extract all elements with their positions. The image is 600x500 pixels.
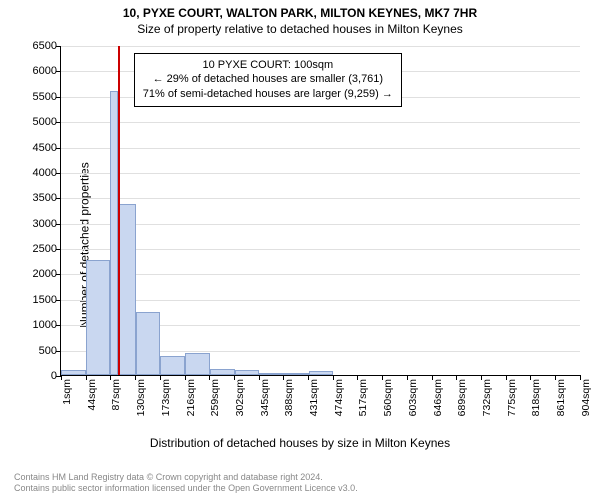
y-tick-label: 5000 — [33, 116, 57, 128]
y-tick-label: 5500 — [33, 91, 57, 103]
gridline — [61, 300, 580, 301]
x-tick-label: 474sqm — [333, 379, 345, 416]
annotation-line-1: 10 PYXE COURT: 100sqm — [143, 58, 393, 73]
gridline — [61, 249, 580, 250]
gridline — [61, 198, 580, 199]
x-tick-label: 345sqm — [259, 379, 271, 416]
x-tick-label: 259sqm — [209, 379, 221, 416]
plot-area: 0500100015002000250030003500400045005000… — [60, 46, 580, 376]
attribution-text: Contains HM Land Registry data © Crown c… — [14, 472, 358, 495]
histogram-bar — [284, 373, 309, 375]
x-tick-label: 775sqm — [506, 379, 518, 416]
x-tick-label: 646sqm — [432, 379, 444, 416]
y-tick-label: 4000 — [33, 167, 57, 179]
y-tick-label: 2500 — [33, 243, 57, 255]
y-tick-label: 6500 — [33, 40, 57, 52]
y-tick-label: 3500 — [33, 192, 57, 204]
histogram-bar — [86, 260, 111, 375]
histogram-bar — [210, 369, 235, 375]
x-tick-label: 87sqm — [110, 379, 122, 411]
gridline — [61, 274, 580, 275]
histogram-bar — [259, 373, 284, 375]
attribution-line-2: Contains public sector information licen… — [14, 483, 358, 494]
annotation-box: 10 PYXE COURT: 100sqm ← 29% of detached … — [134, 53, 402, 108]
x-tick-label: 732sqm — [481, 379, 493, 416]
x-tick-label: 216sqm — [185, 379, 197, 416]
x-tick-label: 130sqm — [135, 379, 147, 416]
x-axis-label: Distribution of detached houses by size … — [0, 436, 600, 450]
x-tick-label: 173sqm — [160, 379, 172, 416]
histogram-bar — [61, 370, 86, 375]
x-tick-label: 388sqm — [283, 379, 295, 416]
chart-title-primary: 10, PYXE COURT, WALTON PARK, MILTON KEYN… — [0, 6, 600, 20]
gridline — [61, 173, 580, 174]
x-tick-label: 689sqm — [456, 379, 468, 416]
histogram-bar — [309, 371, 334, 375]
chart-title-secondary: Size of property relative to detached ho… — [0, 22, 600, 36]
x-tick-label: 861sqm — [555, 379, 567, 416]
y-tick-label: 0 — [51, 370, 57, 382]
x-tick-label: 302sqm — [234, 379, 246, 416]
y-tick-label: 3000 — [33, 218, 57, 230]
x-tick-label: 1sqm — [61, 379, 73, 405]
histogram-bar — [235, 370, 260, 375]
chart-titles: 10, PYXE COURT, WALTON PARK, MILTON KEYN… — [0, 0, 600, 36]
plot-area-wrapper: Number of detached properties 0500100015… — [0, 36, 600, 454]
y-tick-label: 2000 — [33, 268, 57, 280]
histogram-bar — [185, 353, 210, 375]
x-tick-label: 904sqm — [580, 379, 592, 416]
y-tick-label: 500 — [39, 345, 57, 357]
histogram-bar — [136, 312, 161, 375]
property-size-marker — [118, 46, 120, 375]
y-tick-label: 1000 — [33, 319, 57, 331]
histogram-bar — [160, 356, 185, 375]
y-tick-label: 4500 — [33, 142, 57, 154]
gridline — [61, 148, 580, 149]
x-tick-label: 44sqm — [86, 379, 98, 411]
histogram-bar — [118, 204, 136, 375]
gridline — [61, 46, 580, 47]
histogram-bar — [110, 91, 117, 375]
x-tick-label: 431sqm — [308, 379, 320, 416]
gridline — [61, 122, 580, 123]
y-tick-label: 1500 — [33, 294, 57, 306]
x-tick-label: 560sqm — [382, 379, 394, 416]
x-tick-label: 517sqm — [357, 379, 369, 416]
x-tick-label: 603sqm — [407, 379, 419, 416]
annotation-line-2: ← 29% of detached houses are smaller (3,… — [143, 72, 393, 87]
annotation-line-3: 71% of semi-detached houses are larger (… — [143, 87, 393, 102]
attribution-line-1: Contains HM Land Registry data © Crown c… — [14, 472, 358, 483]
y-tick-label: 6000 — [33, 65, 57, 77]
gridline — [61, 224, 580, 225]
x-tick-label: 818sqm — [530, 379, 542, 416]
